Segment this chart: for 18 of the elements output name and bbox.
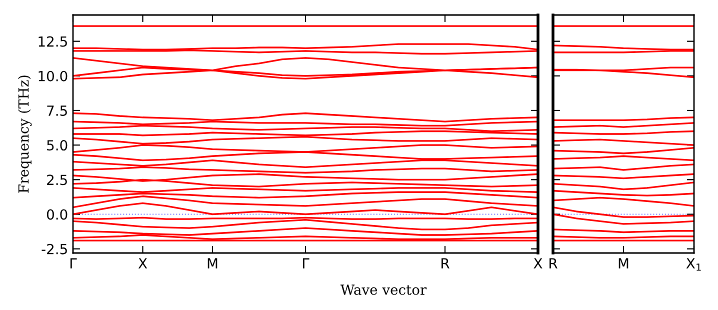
y-tick-label: -2.5 [42, 244, 67, 254]
x-tick-label: R [442, 258, 450, 268]
x-tick-label: X$_{1}$ [686, 258, 701, 271]
y-tick-label: 7.5 [47, 106, 67, 116]
y-tick-label: 0.0 [46, 209, 68, 220]
x-tick-label: Γ [302, 258, 310, 268]
y-tick-label: 5.0 [47, 140, 68, 151]
y-tick-label: 10.0 [38, 70, 68, 82]
x-tick-label: R [550, 258, 558, 268]
x-tick-label: M [618, 258, 628, 268]
x-tick-label: X [138, 258, 148, 268]
x-tick-label: Γ [70, 258, 77, 268]
x-tick-label: X [534, 258, 542, 268]
x-tick-label: M [208, 258, 218, 268]
y-axis-title: Frequency (THz) [18, 76, 32, 193]
y-tick-label: 2.5 [47, 174, 67, 186]
x-axis-title: Wave vector [340, 284, 427, 295]
y-tick-label: 12.5 [38, 36, 67, 47]
